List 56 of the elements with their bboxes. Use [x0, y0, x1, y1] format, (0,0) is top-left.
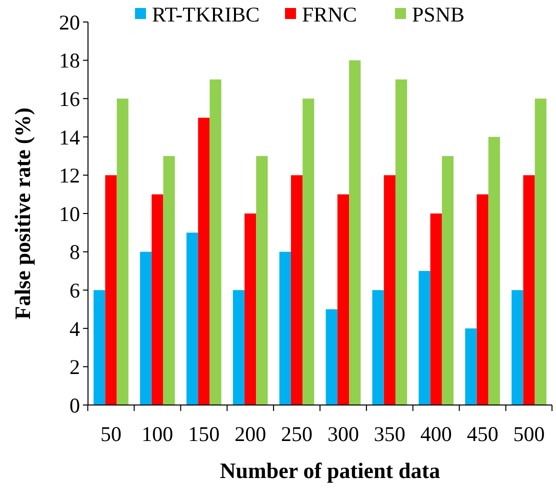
x-tick-label: 250 [281, 422, 313, 446]
bar [418, 270, 430, 405]
x-tick-label: 400 [420, 422, 452, 446]
y-tick-label: 18 [59, 48, 80, 73]
bar [337, 194, 350, 405]
bar [326, 309, 338, 405]
x-tick-label: 450 [466, 422, 498, 446]
bar [395, 79, 408, 405]
x-axis-title: Number of patient data [220, 458, 440, 483]
x-tick-label: 50 [100, 422, 122, 446]
bar [94, 290, 106, 405]
y-tick-label: 4 [70, 316, 80, 341]
bar [384, 175, 396, 405]
legend-label: FRNC [302, 2, 357, 26]
y-tick-label: 16 [59, 86, 80, 111]
bar [523, 175, 535, 405]
y-tick-label: 12 [59, 164, 80, 188]
y-axis-title: False positive rate (%) [10, 108, 35, 320]
x-tick-label: 350 [374, 422, 406, 446]
bar [210, 79, 222, 405]
bar [163, 156, 175, 405]
bar [372, 290, 384, 405]
x-tick-label: 100 [142, 422, 174, 446]
bar [105, 175, 117, 405]
y-tick-label: 8 [70, 240, 80, 264]
y-tick-label: 10 [59, 202, 80, 226]
bar [512, 290, 524, 405]
bar [465, 328, 477, 405]
bar [198, 118, 210, 405]
bar [140, 252, 152, 405]
y-tick-label: 6 [70, 278, 80, 302]
bar [279, 252, 291, 405]
bar [256, 156, 268, 405]
bar [430, 214, 442, 405]
x-tick-label: 200 [234, 422, 266, 446]
legend-label: PSNB [412, 2, 465, 26]
y-tick-label: 0 [70, 393, 80, 418]
bar [186, 232, 198, 405]
bar [442, 156, 454, 405]
legend-label: RT-TKRIBC [152, 2, 260, 26]
x-tick-label: 500 [513, 422, 545, 446]
bar [116, 98, 128, 405]
bar [534, 98, 546, 405]
bar [232, 290, 245, 405]
y-tick-label: 2 [70, 355, 80, 380]
bar [152, 194, 164, 405]
x-tick-label: 300 [327, 422, 359, 446]
bar [476, 194, 488, 405]
bar [302, 98, 314, 405]
y-tick-label: 14 [59, 125, 80, 150]
bar [290, 175, 303, 405]
y-tick-label: 20 [59, 10, 80, 34]
bar [349, 60, 361, 405]
x-tick-label: 150 [188, 422, 220, 446]
bar [244, 214, 256, 405]
bar [488, 136, 500, 405]
